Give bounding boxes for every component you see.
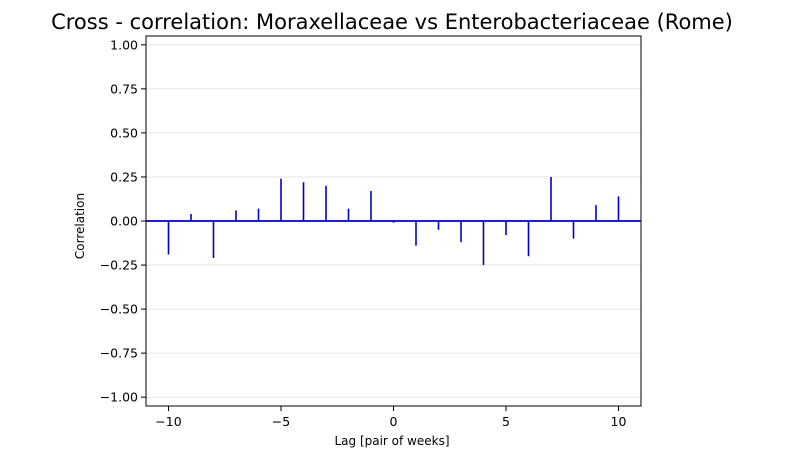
y-axis-label: Correlation: [73, 193, 87, 259]
y-axis-ticks: −1.00 −0.75 −0.50 −0.25 0.00 0.25 0.50 0.75 1.00: [100, 37, 146, 405]
y-tick-label: 0.25: [110, 169, 138, 184]
x-tick-label: −10: [155, 414, 181, 429]
y-tick-label: −0.75: [100, 346, 138, 361]
y-tick-label: −0.25: [100, 258, 138, 273]
chart-title: Cross - correlation: Moraxellaceae vs En…: [51, 10, 733, 34]
y-tick-label: 0.75: [110, 81, 138, 96]
x-tick-label: 10: [611, 414, 627, 429]
stem-series: [167, 176, 620, 266]
x-tick-label: −5: [272, 414, 290, 429]
y-tick-label: 0.00: [110, 214, 138, 229]
y-tick-label: −0.50: [100, 302, 138, 317]
y-tick-label: −1.00: [100, 390, 138, 405]
x-tick-label: 0: [390, 414, 398, 429]
x-tick-label: 5: [502, 414, 510, 429]
y-tick-label: 1.00: [110, 37, 138, 52]
x-axis-label: Lag [pair of weeks]: [334, 434, 449, 448]
x-axis-ticks: −10 −5 0 5 10: [155, 406, 626, 429]
y-tick-label: 0.50: [110, 125, 138, 140]
